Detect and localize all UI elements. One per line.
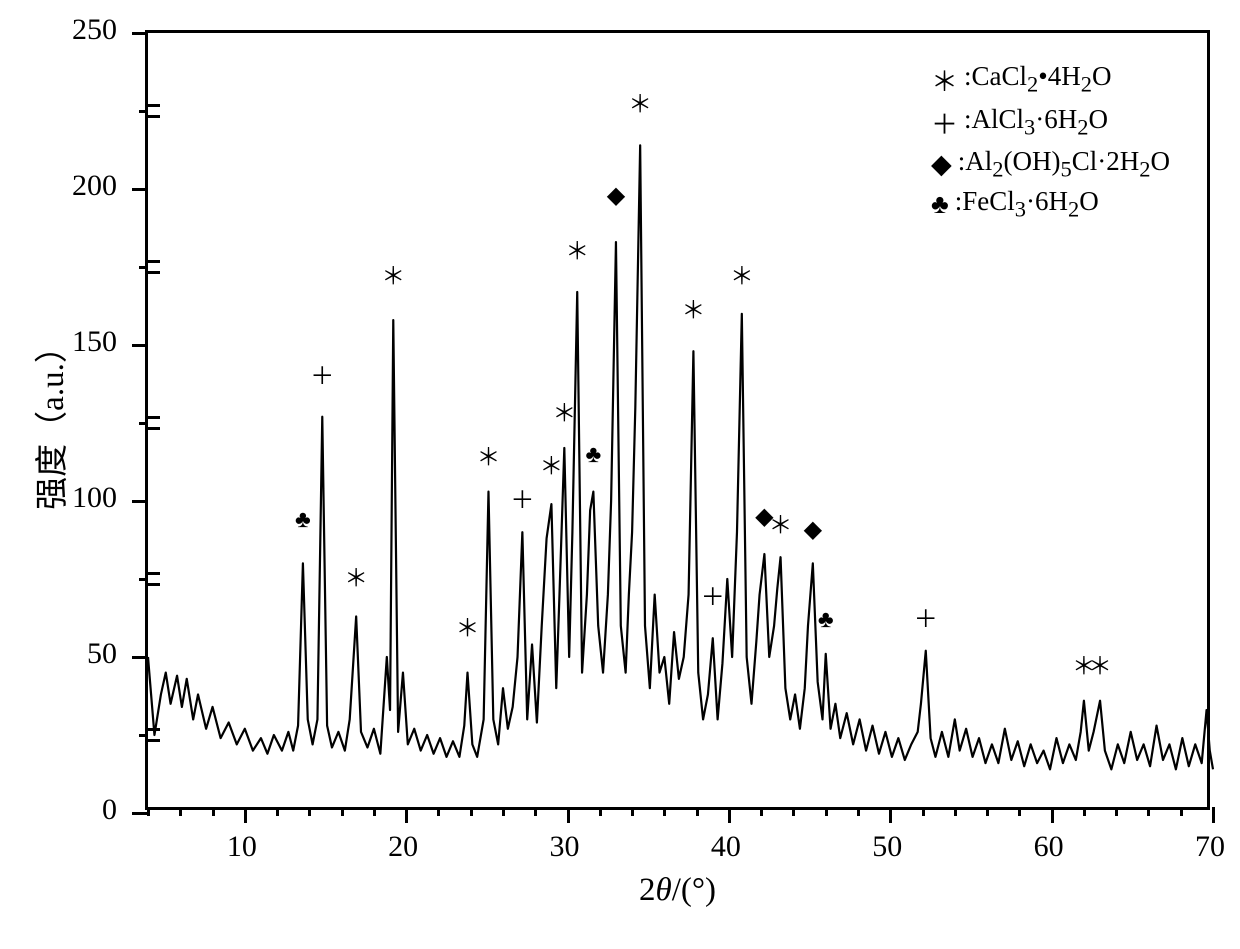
legend-symbol: ♣ — [931, 189, 949, 220]
peak-marker: ＋ — [310, 365, 334, 389]
x-tick-label: 30 — [550, 830, 580, 864]
peak-marker: ＊ — [565, 240, 589, 264]
legend-item: ◆:Al2(OH)5Cl·2H2O — [931, 146, 1170, 182]
y-tick-label: 50 — [87, 637, 127, 671]
x-axis-title: 2θ/(°) — [639, 872, 716, 909]
peak-marker: ＋ — [701, 586, 725, 610]
legend-symbol: ◆ — [931, 149, 952, 180]
peak-marker: ＊ — [539, 455, 563, 479]
legend-label: :CaCl2•4H2O — [964, 61, 1111, 97]
peak-marker: ＋ — [510, 489, 534, 513]
peak-marker: ＋ — [914, 608, 938, 632]
y-tick-label: 200 — [72, 169, 127, 203]
y-tick-label: 250 — [72, 13, 127, 47]
peak-marker: ＊ — [344, 567, 368, 591]
peak-marker: ＊ — [552, 402, 576, 426]
y-tick — [132, 32, 148, 35]
legend-label: :AlCl3·6H2O — [964, 104, 1108, 140]
peak-marker: ＊ — [476, 446, 500, 470]
x-tick-label: 40 — [711, 830, 741, 864]
legend-item: ♣:FeCl3·6H2O — [931, 186, 1170, 222]
y-tick — [139, 422, 148, 425]
y-tick — [132, 500, 148, 503]
x-tick-label: 60 — [1034, 830, 1064, 864]
y-tick — [139, 578, 148, 581]
y-tick — [139, 110, 148, 113]
legend-item: ＊:CaCl2•4H2O — [931, 60, 1170, 99]
y-tick — [132, 188, 148, 191]
peak-marker: ＊ — [628, 93, 652, 117]
peak-marker: ◆ — [804, 518, 822, 542]
legend-label: :Al2(OH)5Cl·2H2O — [958, 146, 1170, 182]
x-tick-label: 70 — [1195, 830, 1225, 864]
peak-marker: ＊ — [769, 514, 793, 538]
y-tick — [132, 344, 148, 347]
y-tick — [139, 266, 148, 269]
xrd-chart: ♣＋＊＊＊＊＋＊＊＊♣◆＊＊＋＊◆＊◆♣＋＊＊ 强度（a.u.） 2θ/(°) … — [0, 0, 1240, 949]
legend-symbol: ＋ — [931, 103, 958, 142]
peak-marker: ＊ — [681, 299, 705, 323]
peak-marker: ＊ — [456, 617, 480, 641]
legend-label: :FeCl3·6H2O — [955, 186, 1099, 222]
peak-marker: ＊ — [381, 265, 405, 289]
peak-marker: ♣ — [295, 508, 311, 532]
peak-marker: ♣ — [818, 608, 834, 632]
peak-marker: ＊ — [1088, 655, 1112, 679]
y-tick-label: 0 — [102, 793, 127, 827]
peak-marker: ♣ — [585, 443, 601, 467]
y-axis-title: 强度（a.u.） — [25, 330, 73, 510]
y-tick-label: 150 — [72, 325, 127, 359]
y-tick — [132, 812, 148, 815]
x-tick-label: 50 — [872, 830, 902, 864]
x-tick-label: 20 — [388, 830, 418, 864]
legend-symbol: ＊ — [931, 60, 958, 99]
legend-item: ＋:AlCl3·6H2O — [931, 103, 1170, 142]
y-tick-label: 100 — [72, 481, 127, 515]
peak-marker: ＊ — [730, 265, 754, 289]
y-tick — [139, 734, 148, 737]
legend: ＊:CaCl2•4H2O＋:AlCl3·6H2O◆:Al2(OH)5Cl·2H2… — [931, 60, 1170, 227]
y-tick — [132, 656, 148, 659]
peak-marker: ◆ — [607, 184, 625, 208]
x-tick-label: 10 — [227, 830, 257, 864]
